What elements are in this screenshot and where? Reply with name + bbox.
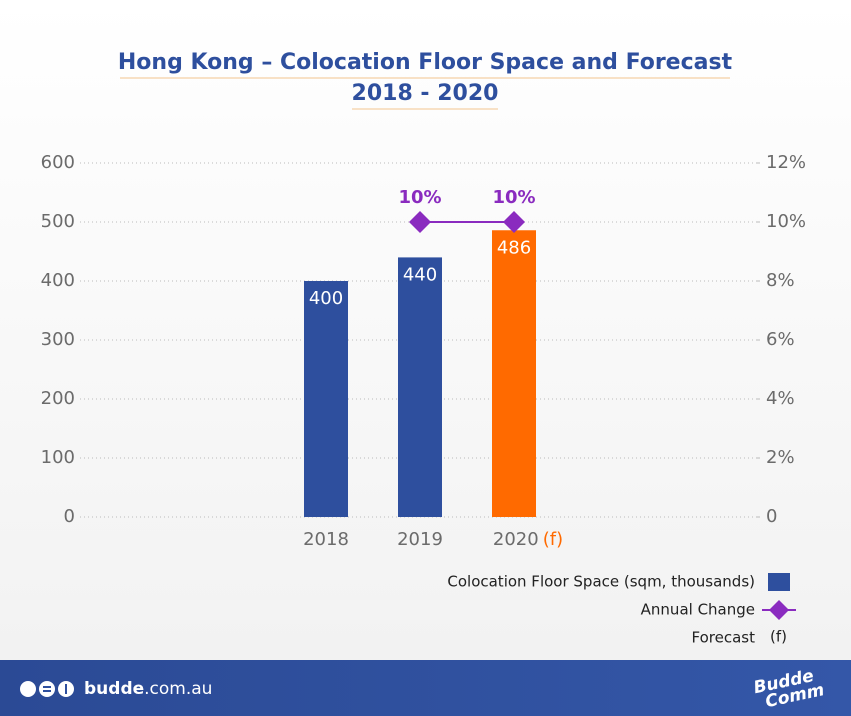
bar bbox=[492, 230, 536, 517]
legend-swatch bbox=[768, 573, 790, 591]
bar bbox=[304, 281, 348, 517]
y2-tick-label: 0 bbox=[766, 506, 777, 527]
legend-marker bbox=[769, 600, 789, 620]
category: 2018 bbox=[303, 529, 349, 550]
y-tick-label: 0 bbox=[64, 506, 75, 527]
bar bbox=[398, 257, 442, 517]
marker bbox=[503, 211, 525, 233]
data-label: 440 bbox=[403, 264, 437, 285]
chart-subtitle: 2018 - 2020 bbox=[352, 81, 499, 106]
legend-label: Colocation Floor Space (sqm, thousands) bbox=[447, 573, 755, 591]
legend-marker: (f) bbox=[770, 628, 787, 646]
y2-tick-label: 12% bbox=[766, 152, 806, 173]
data-label: 400 bbox=[309, 288, 343, 309]
footer-site: budde.com.au bbox=[84, 679, 212, 699]
x-tick-label: 2020 (f) bbox=[493, 529, 563, 550]
site-name: budde bbox=[84, 679, 144, 699]
x-tick-label: 2019 bbox=[397, 529, 443, 550]
y-tick-label: 500 bbox=[41, 211, 75, 232]
y-tick-label: 600 bbox=[41, 152, 75, 173]
y2-tick-label: 4% bbox=[766, 388, 795, 409]
y-tick-label: 300 bbox=[41, 329, 75, 350]
y2-tick-label: 6% bbox=[766, 329, 795, 350]
y-tick-label: 400 bbox=[41, 270, 75, 291]
data-label: 10% bbox=[492, 187, 535, 208]
x-tick-label: 2018 bbox=[303, 529, 349, 550]
y2-tick-label: 10% bbox=[766, 211, 806, 232]
forecast-marker: (f) bbox=[543, 529, 563, 550]
y2-tick-label: 8% bbox=[766, 270, 795, 291]
y2-tick-label: 2% bbox=[766, 447, 795, 468]
legend-label: Forecast bbox=[692, 629, 756, 647]
category: 2020 bbox=[493, 529, 539, 550]
y-tick-label: 200 bbox=[41, 388, 75, 409]
marker bbox=[409, 211, 431, 233]
data-label: 10% bbox=[398, 187, 441, 208]
chart-title: Hong Kong – Colocation Floor Space and F… bbox=[118, 50, 733, 75]
y-tick-label: 100 bbox=[41, 447, 75, 468]
license-icons bbox=[20, 681, 74, 697]
category: 2019 bbox=[397, 529, 443, 550]
site-domain: .com.au bbox=[144, 679, 212, 699]
data-label: 486 bbox=[497, 237, 531, 258]
legend-label: Annual Change bbox=[641, 601, 755, 619]
footer bbox=[0, 660, 851, 716]
